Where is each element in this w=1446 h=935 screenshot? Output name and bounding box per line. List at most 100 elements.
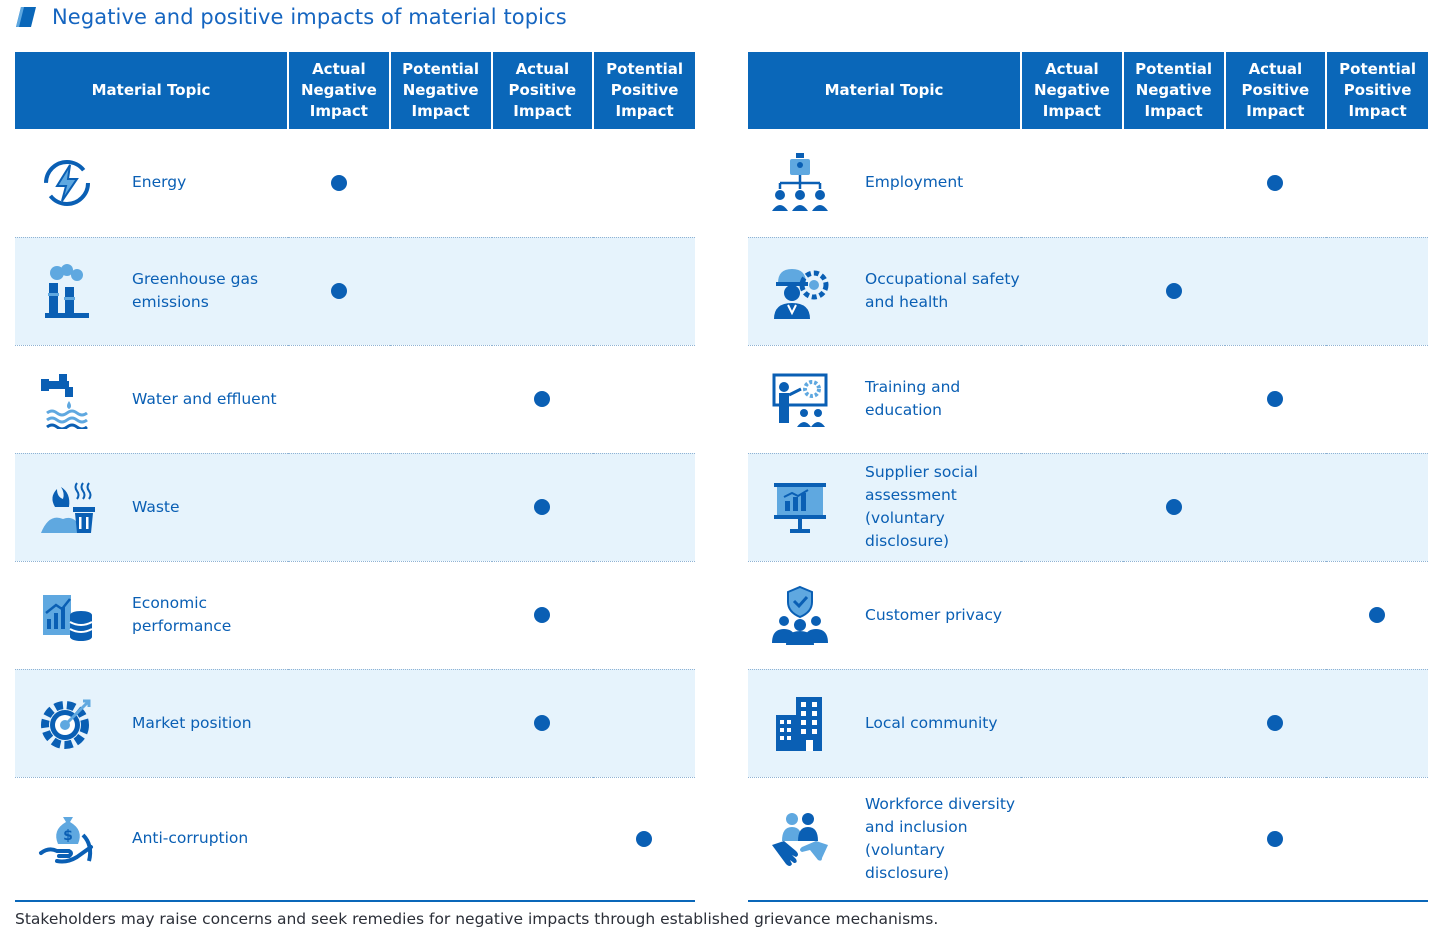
material-topic: $ Anti-corruption [15, 809, 288, 869]
impact-cell-potential-negative [389, 129, 492, 238]
header-material-topic: Material Topic [15, 52, 288, 129]
header-actual-positive: Actual Positive Impact [1223, 52, 1327, 129]
impact-cell-actual-positive [491, 777, 594, 902]
material-topic-cell: Water and effluent [15, 345, 288, 454]
page-title: Negative and positive impacts of materia… [52, 5, 567, 29]
impact-cell-actual-positive [1224, 561, 1327, 670]
impact-dot-marker [1267, 390, 1284, 407]
impact-cell-potential-positive [1326, 237, 1428, 346]
header-potential-positive: Potential Positive Impact [592, 52, 695, 129]
impact-cell-potential-positive [593, 237, 695, 346]
impact-cell-actual-negative [1021, 669, 1123, 778]
table-row: Occupational safety and health [748, 237, 1428, 346]
table-row: Energy [15, 129, 695, 238]
impact-cell-potential-positive [1326, 129, 1428, 238]
impact-dot-marker [1369, 606, 1386, 623]
impacts-table-left: Material Topic Actual Negative Impact Po… [15, 52, 695, 902]
waste-bin-icon [37, 477, 97, 537]
training-icon [770, 369, 830, 429]
impact-dot-marker [1267, 830, 1284, 847]
material-topic: Market position [15, 693, 288, 753]
impact-cell-actual-negative [1021, 237, 1123, 346]
table-row: Economic performance [15, 561, 695, 670]
org-chart-icon [770, 152, 830, 213]
impact-dot-marker [1267, 714, 1284, 731]
impact-cell-potential-positive [593, 453, 695, 562]
topic-label: Anti-corruption [132, 829, 249, 848]
topic-label: Greenhouse gas emissions [132, 270, 259, 311]
material-topic-cell: Occupational safety and health [748, 237, 1021, 346]
impact-cell-potential-negative [389, 237, 492, 346]
material-topic-cell: Supplier social assessment (voluntary di… [748, 453, 1021, 562]
grievance-footnote: Stakeholders may raise concerns and seek… [15, 910, 939, 928]
impact-cell-actual-negative [288, 453, 390, 562]
table-row: Water and effluent [15, 345, 695, 454]
impact-dot-marker [330, 174, 347, 191]
impact-cell-actual-positive [491, 237, 594, 346]
material-topic-cell: $ Anti-corruption [15, 777, 288, 902]
impact-dot-marker [1267, 174, 1284, 191]
material-topic: Water and effluent [15, 369, 288, 429]
material-topic: Customer privacy [748, 585, 1021, 645]
impact-cell-actual-positive [1224, 453, 1327, 562]
impacts-table-right: Material Topic Actual Negative Impact Po… [748, 52, 1428, 902]
energy-icon [37, 153, 97, 213]
impact-cell-potential-positive [1326, 453, 1428, 562]
impact-dot-marker [534, 498, 551, 515]
table-row: Supplier social assessment (voluntary di… [748, 453, 1428, 562]
impact-cell-actual-negative [1021, 345, 1123, 454]
impact-cell-actual-positive [1224, 237, 1327, 346]
table-row: Customer privacy [748, 561, 1428, 670]
material-topic: Economic performance [15, 585, 288, 645]
safety-worker-icon [770, 261, 830, 321]
impact-cell-potential-negative [1122, 453, 1225, 562]
impact-cell-potential-positive [593, 561, 695, 670]
svg-text:$: $ [63, 828, 73, 844]
header-potential-negative: Potential Negative Impact [388, 52, 492, 129]
table-row: Greenhouse gas emissions [15, 237, 695, 346]
topic-label: Economic performance [132, 594, 232, 635]
topic-label: Supplier social assessment (voluntary di… [865, 463, 978, 550]
impact-cell-actual-negative [288, 345, 390, 454]
impact-cell-actual-negative [288, 777, 390, 902]
header-actual-negative: Actual Negative Impact [1020, 52, 1123, 129]
impact-dot-marker [1165, 498, 1182, 515]
financial-chart-icon [37, 585, 97, 645]
impact-cell-potential-positive [593, 345, 695, 454]
impact-dot-marker [534, 606, 551, 623]
page-title-row: Negative and positive impacts of materia… [16, 4, 567, 30]
impact-cell-potential-negative [1122, 129, 1225, 238]
impact-dot-marker [636, 830, 653, 847]
impact-cell-potential-negative [389, 777, 492, 902]
table-row: Market position [15, 669, 695, 778]
material-topic: Greenhouse gas emissions [15, 261, 288, 321]
impact-cell-actual-negative [288, 237, 390, 346]
impact-cell-potential-positive [593, 669, 695, 778]
material-topic: Energy [15, 153, 288, 213]
money-hand-icon: $ [37, 809, 97, 869]
topic-label: Occupational safety and health [865, 270, 1020, 311]
material-topic-cell: Local community [748, 669, 1021, 778]
header-material-topic: Material Topic [748, 52, 1021, 129]
material-topic: Waste [15, 477, 288, 537]
table-row: Employment [748, 129, 1428, 238]
topic-label: Training and education [865, 378, 961, 419]
impact-cell-actual-negative [1021, 129, 1123, 238]
shield-people-icon [770, 585, 830, 645]
topic-label: Water and effluent [132, 389, 277, 408]
impact-cell-actual-negative [1021, 453, 1123, 562]
impact-cell-actual-positive [1224, 777, 1327, 902]
impact-cell-actual-negative [288, 561, 390, 670]
material-topic-cell: Greenhouse gas emissions [15, 237, 288, 346]
water-tap-icon [37, 369, 97, 429]
impact-cell-actual-positive [491, 129, 594, 238]
material-topic: Local community [748, 693, 1021, 753]
impact-cell-potential-negative [389, 561, 492, 670]
impact-cell-actual-positive [491, 345, 594, 454]
header-potential-negative: Potential Negative Impact [1121, 52, 1225, 129]
material-topic: Occupational safety and health [748, 261, 1021, 321]
impact-cell-potential-positive [593, 129, 695, 238]
factory-emissions-icon [37, 261, 97, 321]
header-actual-negative: Actual Negative Impact [287, 52, 390, 129]
impact-cell-potential-positive [1326, 669, 1428, 778]
